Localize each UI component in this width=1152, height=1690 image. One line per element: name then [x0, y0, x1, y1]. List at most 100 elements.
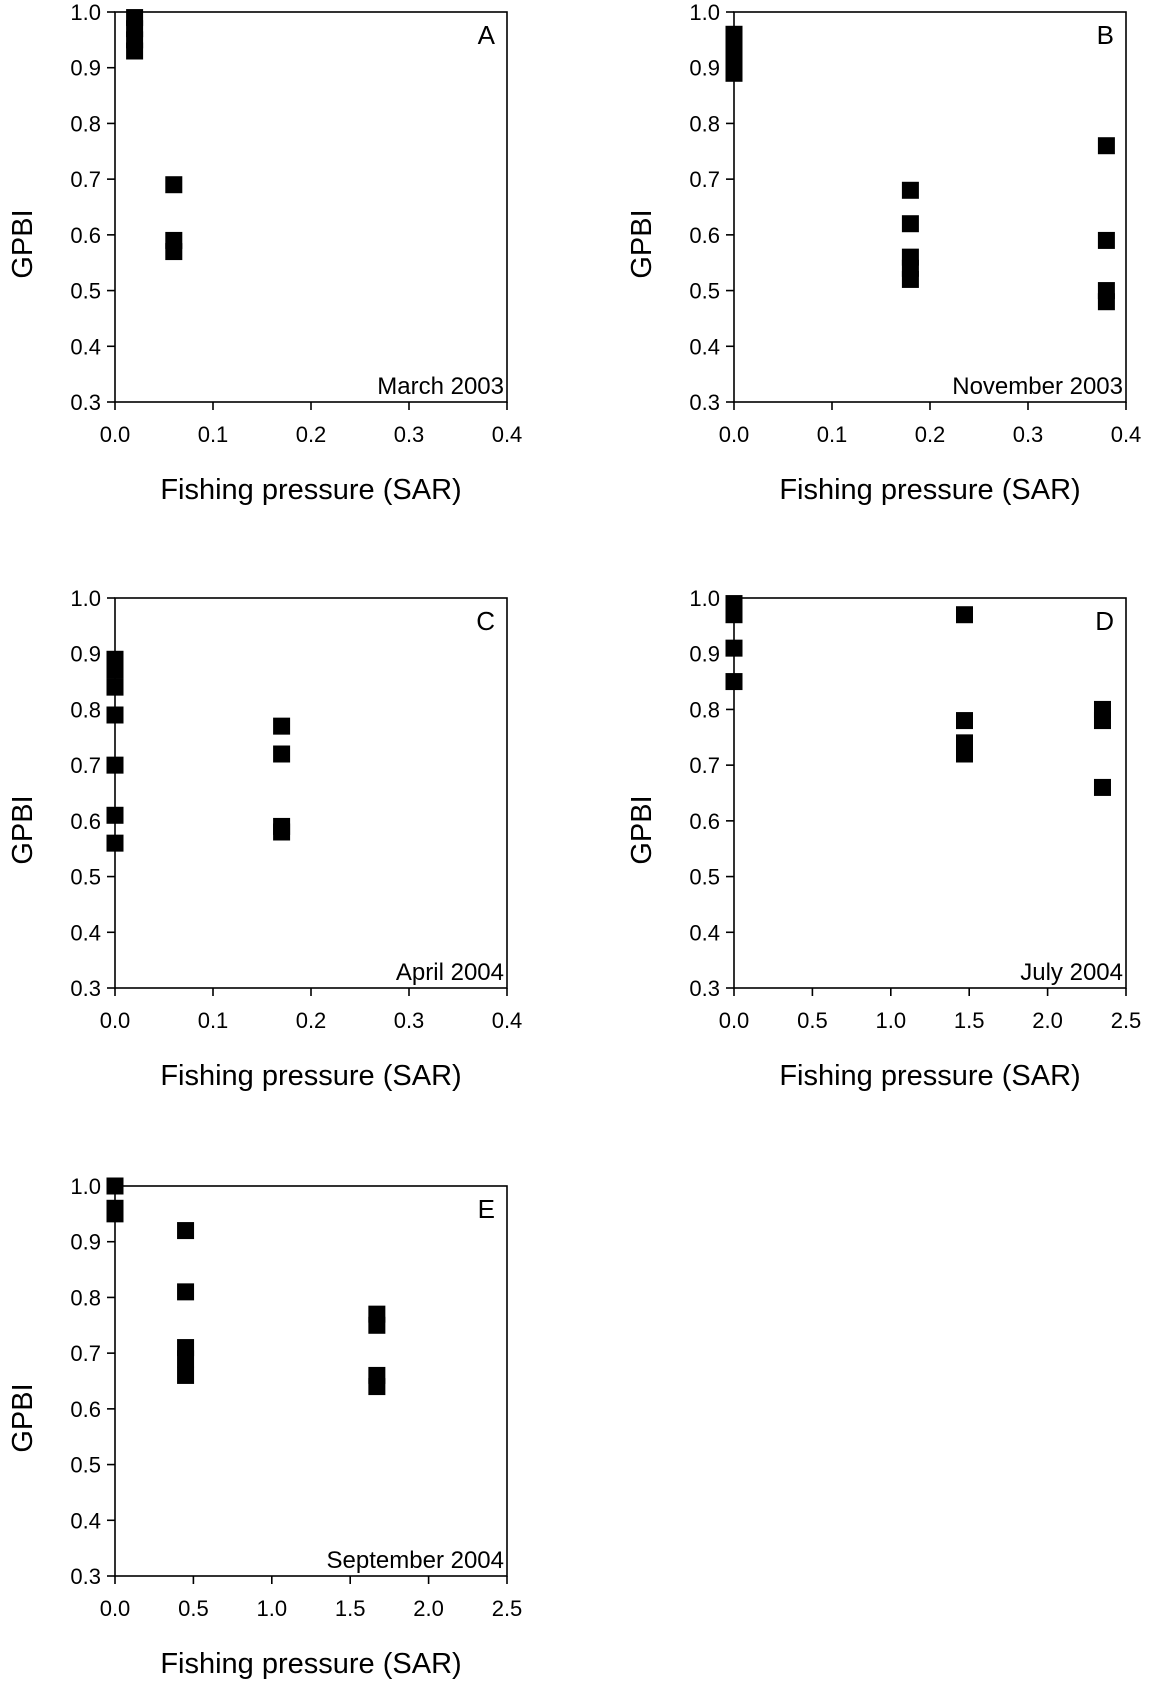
panel-letter: B: [1097, 20, 1114, 50]
x-axis-title: Fishing pressure (SAR): [160, 1648, 461, 1680]
x-tick-label: 0.0: [100, 1008, 131, 1033]
data-point: [955, 712, 973, 730]
x-tick-label: 0.2: [296, 422, 327, 447]
data-point: [955, 745, 973, 763]
y-axis-title: GPBI: [7, 795, 39, 864]
data-point: [725, 639, 743, 657]
y-tick-label: 0.6: [70, 1397, 101, 1422]
data-point: [106, 756, 124, 774]
data-point: [106, 1205, 124, 1223]
y-tick-label: 0.7: [689, 753, 720, 778]
y-tick-label: 0.4: [70, 334, 101, 359]
y-tick-label: 1.0: [70, 1174, 101, 1199]
date-annotation: July 2004: [1020, 959, 1123, 986]
x-tick-label: 0.4: [492, 1008, 523, 1033]
panel-letter: A: [478, 20, 496, 50]
y-tick-label: 0.7: [70, 167, 101, 192]
y-tick-label: 0.8: [70, 111, 101, 136]
data-point: [273, 745, 291, 763]
data-point: [725, 673, 743, 691]
x-axis-title: Fishing pressure (SAR): [160, 1060, 461, 1092]
panel-letter: E: [478, 1194, 495, 1224]
y-tick-label: 0.9: [689, 642, 720, 667]
date-annotation: November 2003: [952, 373, 1123, 400]
x-tick-label: 0.0: [100, 422, 131, 447]
y-tick-label: 0.5: [70, 1453, 101, 1478]
panel-c: 0.3 0.4 0.5 0.6 0.7 0.8 0.9 1.0 0.0 0.1 0.2 0.3 0.4 F…: [7, 586, 522, 1092]
data-point: [273, 717, 291, 735]
data-point: [177, 1366, 195, 1384]
date-annotation: March 2003: [377, 373, 504, 400]
y-tick-label: 0.3: [70, 1564, 101, 1589]
x-tick-label: 1.0: [257, 1596, 288, 1621]
x-tick-label: 1.0: [876, 1008, 907, 1033]
x-tick-label: 2.5: [1111, 1008, 1142, 1033]
data-point: [1093, 778, 1111, 796]
plot-frame: [733, 11, 1127, 403]
y-tick-label: 0.4: [70, 920, 101, 945]
y-tick-label: 0.6: [70, 809, 101, 834]
data-point: [955, 606, 973, 624]
x-tick-label: 0.0: [719, 422, 750, 447]
y-tick-label: 0.9: [70, 642, 101, 667]
x-tick-label: 0.5: [178, 1596, 209, 1621]
x-tick-label: 0.3: [394, 422, 425, 447]
plot-frame: [733, 597, 1127, 989]
y-axis-title: GPBI: [626, 209, 658, 278]
x-tick-label: 0.4: [1111, 422, 1142, 447]
data-point: [106, 706, 124, 724]
x-tick-label: 0.2: [915, 422, 946, 447]
y-tick-label: 0.5: [689, 865, 720, 890]
y-tick-label: 1.0: [70, 586, 101, 611]
plot-frame: [114, 597, 508, 989]
date-annotation: April 2004: [396, 959, 504, 986]
y-tick-label: 0.3: [70, 976, 101, 1001]
y-axis-title: GPBI: [626, 795, 658, 864]
y-tick-label: 0.5: [70, 279, 101, 304]
y-tick-label: 0.8: [70, 697, 101, 722]
data-point: [126, 42, 144, 60]
data-point: [901, 181, 919, 199]
x-tick-label: 1.5: [954, 1008, 985, 1033]
y-tick-label: 0.8: [70, 1285, 101, 1310]
y-tick-label: 1.0: [689, 0, 720, 25]
data-point: [106, 834, 124, 852]
y-tick-label: 0.7: [689, 167, 720, 192]
x-tick-label: 0.0: [719, 1008, 750, 1033]
panel-a: 0.3 0.4 0.5 0.6 0.7 0.8 0.9 1.0 0.0 0.1 0.2 0.3 0.4 F…: [7, 0, 522, 506]
x-tick-label: 2.0: [413, 1596, 444, 1621]
y-tick-label: 0.6: [689, 223, 720, 248]
data-point: [1097, 293, 1115, 311]
data-point: [106, 661, 124, 679]
panel-d: 0.3 0.4 0.5 0.6 0.7 0.8 0.9 1.0 0.0 0.5 1.0 1.5 2.0 2…: [626, 586, 1141, 1092]
data-point: [725, 606, 743, 624]
x-axis-title: Fishing pressure (SAR): [160, 474, 461, 506]
x-tick-label: 2.0: [1032, 1008, 1063, 1033]
panel-e: 0.3 0.4 0.5 0.6 0.7 0.8 0.9 1.0 0.0 0.5 1.0 1.5 2.0 2…: [7, 1174, 522, 1680]
y-tick-label: 0.4: [70, 1508, 101, 1533]
y-tick-label: 0.4: [689, 920, 720, 945]
data-point: [177, 1283, 195, 1301]
data-point: [106, 806, 124, 824]
x-axis-title: Fishing pressure (SAR): [779, 1060, 1080, 1092]
x-tick-label: 0.3: [394, 1008, 425, 1033]
y-tick-label: 0.9: [70, 1230, 101, 1255]
data-point: [165, 243, 183, 261]
panel-letter: C: [476, 606, 495, 636]
data-point: [1097, 137, 1115, 155]
y-tick-label: 0.6: [689, 809, 720, 834]
data-point: [725, 48, 743, 66]
x-tick-label: 0.1: [198, 422, 229, 447]
x-tick-label: 0.4: [492, 422, 523, 447]
data-point: [368, 1378, 386, 1396]
y-tick-label: 0.5: [70, 865, 101, 890]
x-tick-label: 0.0: [100, 1596, 131, 1621]
panel-letter: D: [1095, 606, 1114, 636]
data-point: [901, 215, 919, 233]
y-tick-label: 0.3: [689, 390, 720, 415]
x-tick-label: 0.2: [296, 1008, 327, 1033]
y-tick-label: 0.3: [70, 390, 101, 415]
y-tick-label: 0.6: [70, 223, 101, 248]
data-point: [177, 1222, 195, 1240]
date-annotation: September 2004: [327, 1547, 504, 1574]
